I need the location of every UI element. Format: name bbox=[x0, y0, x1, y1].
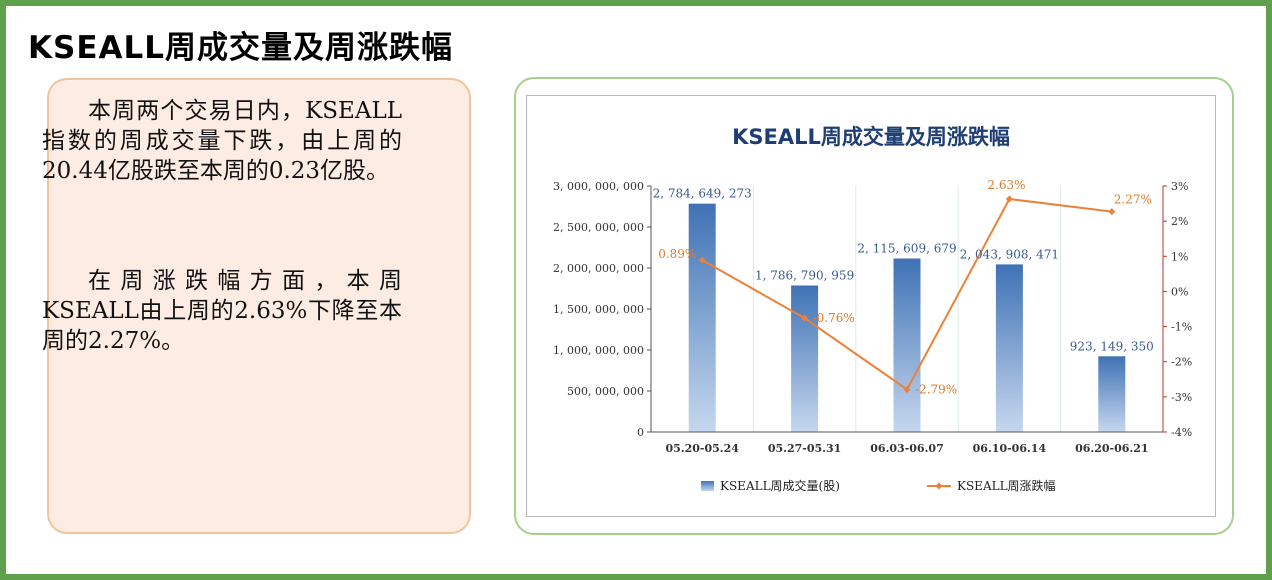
change-point bbox=[1108, 208, 1116, 216]
change-point bbox=[903, 385, 911, 393]
change-point-label: -2.79% bbox=[915, 382, 957, 396]
volume-bar-label: 2, 115, 609, 679 bbox=[857, 242, 956, 256]
change-paragraph: 在周涨跌幅方面，本周KSEALL由上周的2.63%下降至本周的2.27%。 bbox=[42, 268, 402, 354]
change-point-label: 2.63% bbox=[987, 178, 1025, 192]
legend-bar-label: KSEALL周成交量(股) bbox=[720, 478, 840, 493]
change-point-label: 0.89% bbox=[658, 247, 696, 261]
volume-bar-label: 2, 043, 908, 471 bbox=[960, 247, 1059, 261]
right-axis-tick-label: 2% bbox=[1171, 215, 1188, 228]
change-point-label: 2.27% bbox=[1114, 193, 1152, 207]
volume-bar bbox=[791, 285, 819, 432]
volume-bar-label: 1, 786, 790, 959 bbox=[755, 268, 854, 282]
left-axis-tick-label: 2, 500, 000, 000 bbox=[553, 221, 644, 234]
line-layer bbox=[698, 195, 1116, 393]
x-axis-category-label: 06.20-06.21 bbox=[1075, 442, 1148, 455]
combo-chart: KSEALL周成交量及周涨跌幅 0 500, 000, 000 1, 000, 00… bbox=[553, 125, 1192, 493]
text-panel bbox=[47, 78, 471, 534]
x-axis-category-label: 05.27-05.31 bbox=[768, 442, 841, 455]
axis-layer: 0 500, 000, 000 1, 000, 000, 000 1, 500, 00… bbox=[553, 180, 1192, 455]
left-axis-tick-label: 0 bbox=[637, 426, 644, 439]
left-axis-tick-label: 1, 500, 000, 000 bbox=[553, 303, 644, 316]
volume-bar-label: 923, 149, 350 bbox=[1070, 339, 1154, 353]
left-axis-tick-label: 1, 000, 000, 000 bbox=[553, 344, 644, 357]
right-axis-tick-label: -2% bbox=[1171, 356, 1192, 369]
left-axis-tick-label: 3, 000, 000, 000 bbox=[553, 180, 644, 193]
volume-paragraph: 本周两个交易日内，KSEALL指数的周成交量下跌，由上周的20.44亿股跌至本周… bbox=[42, 98, 402, 184]
left-axis-tick-label: 500, 000, 000 bbox=[567, 385, 644, 398]
change-point bbox=[801, 314, 809, 322]
x-axis-category-label: 05.20-05.24 bbox=[665, 442, 739, 455]
legend-line-marker bbox=[935, 482, 943, 490]
chart-title: KSEALL周成交量及周涨跌幅 bbox=[732, 125, 1010, 149]
chart-area: KSEALL周成交量及周涨跌幅 0 500, 000, 000 1, 000, 00… bbox=[526, 95, 1216, 517]
right-axis-tick-label: 0% bbox=[1171, 285, 1188, 298]
volume-bar bbox=[1098, 356, 1126, 432]
page-title: KSEALL周成交量及周涨跌幅 bbox=[28, 30, 454, 66]
right-axis-tick-label: -1% bbox=[1171, 321, 1192, 334]
volume-bar-label: 2, 784, 649, 273 bbox=[653, 187, 752, 201]
right-axis-tick-label: 1% bbox=[1171, 250, 1188, 263]
right-axis-tick-label: 3% bbox=[1171, 180, 1188, 193]
grid-layer bbox=[752, 186, 1062, 432]
change-point-label: -0.76% bbox=[813, 311, 855, 325]
legend: KSEALL周成交量(股) KSEALL周涨跌幅 bbox=[701, 478, 1056, 493]
bar-layer bbox=[688, 203, 1126, 432]
left-axis-tick-label: 2, 000, 000, 000 bbox=[553, 262, 644, 275]
x-axis-category-label: 06.10-06.14 bbox=[973, 442, 1047, 455]
volume-bar bbox=[893, 258, 921, 432]
right-axis-tick-label: -3% bbox=[1171, 391, 1192, 404]
right-axis-tick-label: -4% bbox=[1171, 426, 1192, 439]
change-point bbox=[1005, 195, 1013, 203]
x-axis-category-label: 06.03-06.07 bbox=[870, 442, 943, 455]
legend-line-label: KSEALL周涨跌幅 bbox=[957, 478, 1056, 493]
volume-bar bbox=[688, 203, 716, 432]
change-point bbox=[698, 256, 706, 264]
volume-bar bbox=[995, 264, 1023, 432]
legend-bar-swatch bbox=[701, 481, 714, 491]
